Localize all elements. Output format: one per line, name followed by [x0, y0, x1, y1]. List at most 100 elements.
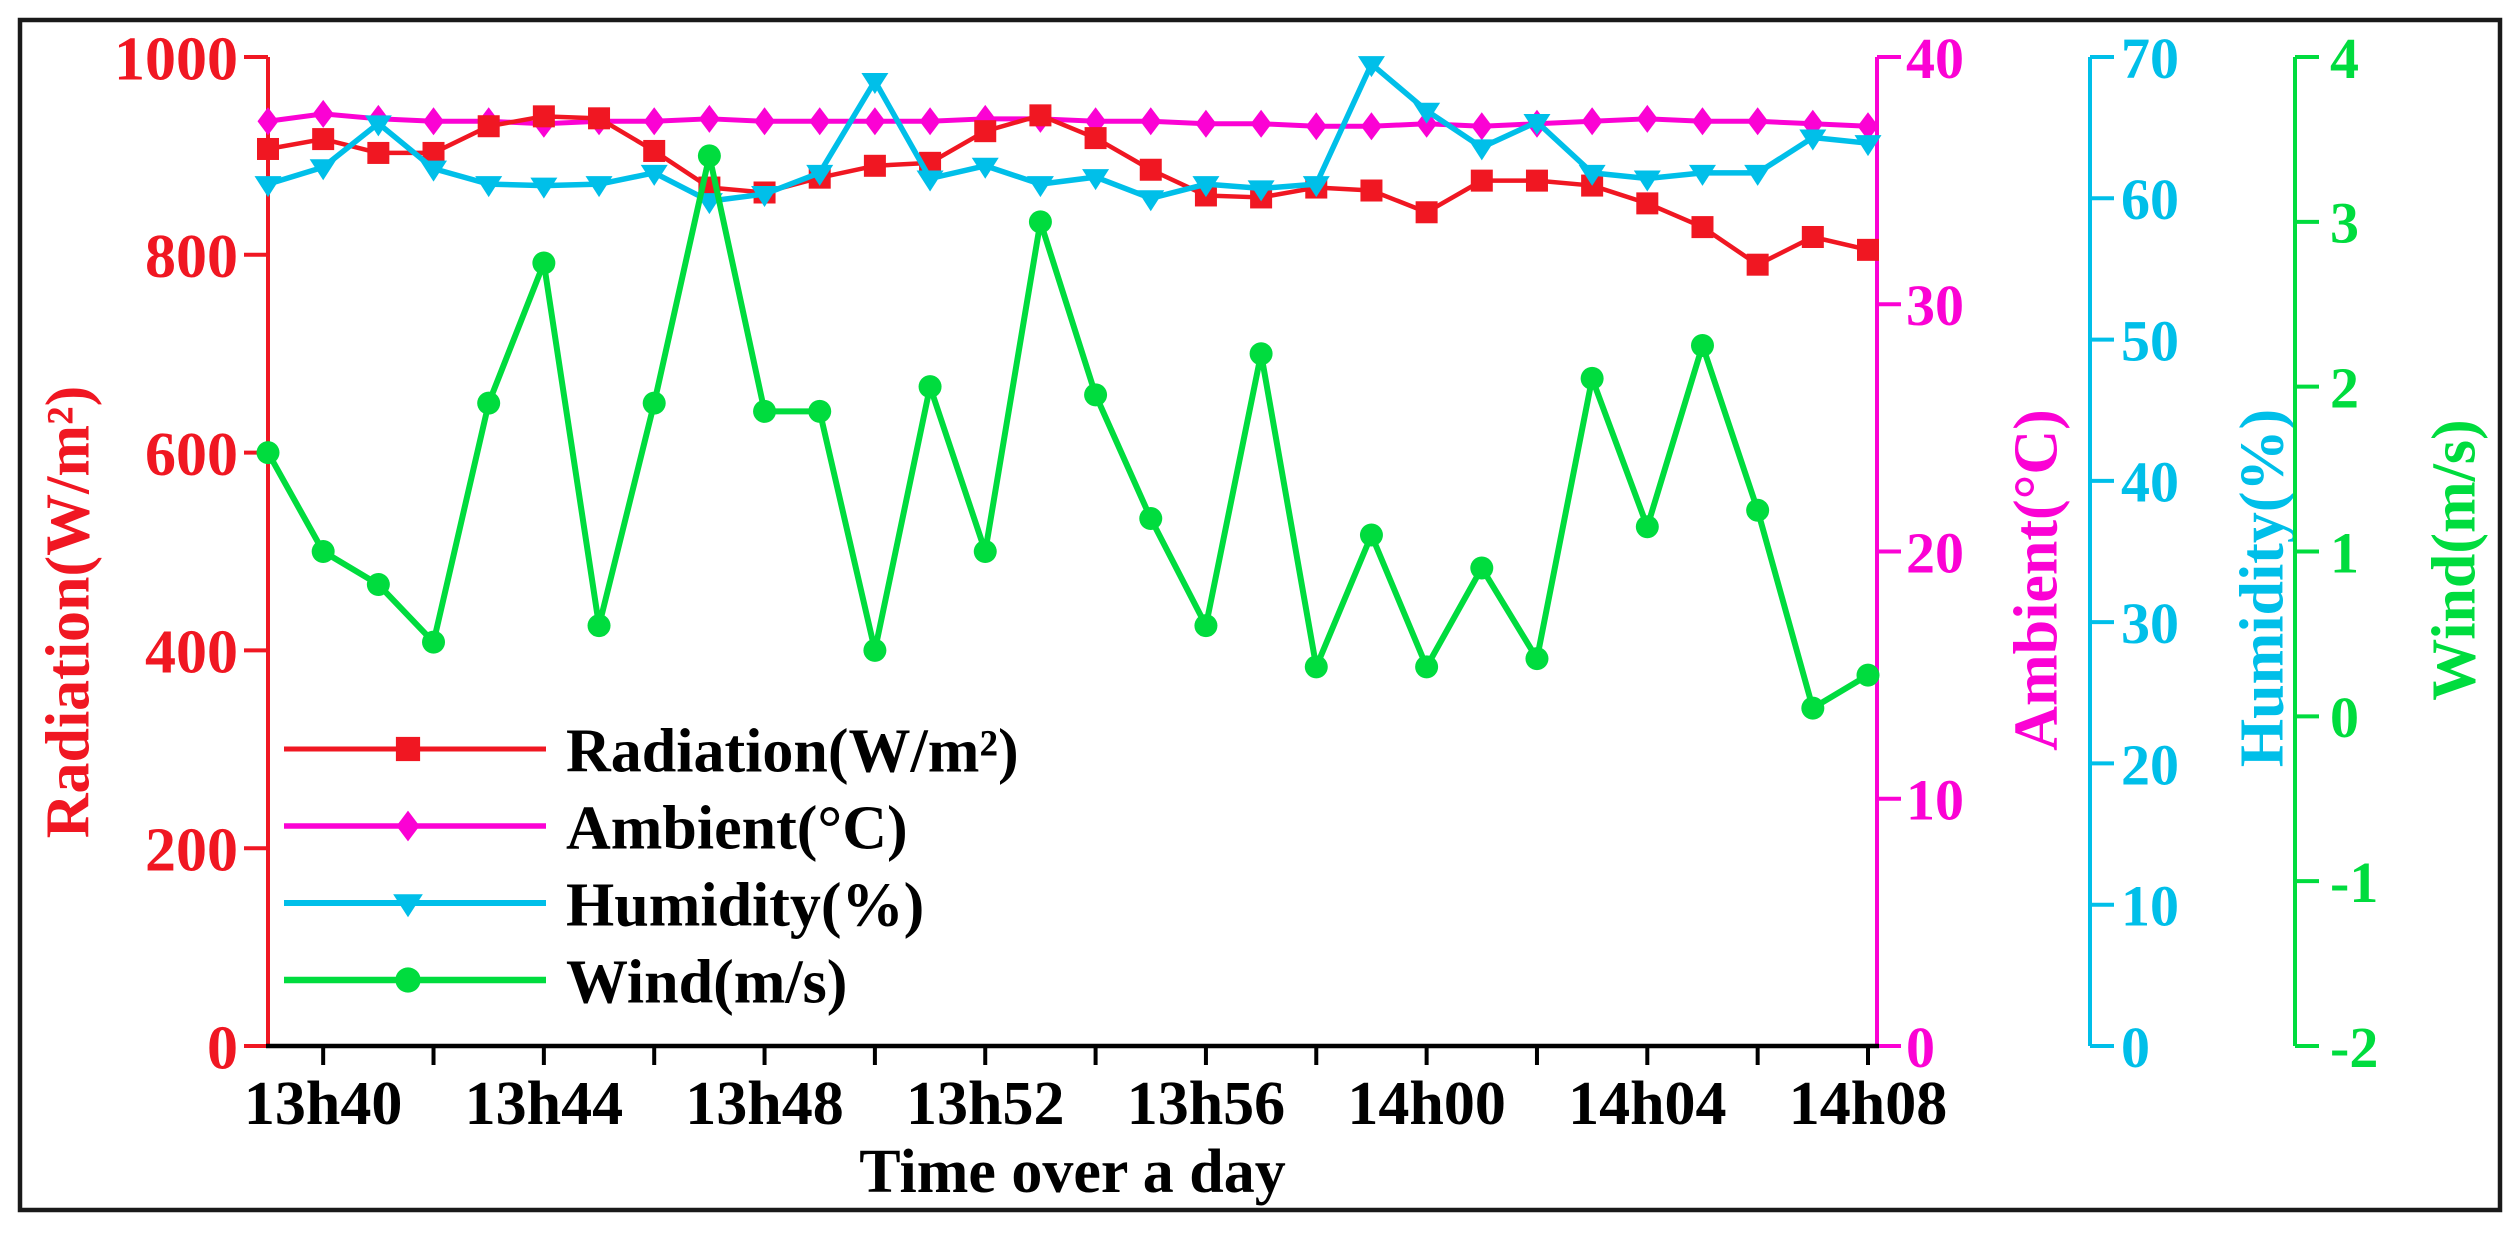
data-point-radiation — [1029, 104, 1052, 127]
data-point-humidity — [640, 164, 668, 186]
data-point-wind — [1690, 333, 1714, 357]
y-axis-wind: -2 -1 0 1 2 3 4 Wind(m/s) — [2293, 26, 2488, 1080]
y-axis-ambient: 0 10 20 30 40 Ambient(°C) — [1875, 26, 2070, 1080]
data-point-ambient — [1250, 109, 1272, 138]
data-point-radiation — [367, 141, 390, 164]
data-point-ambient — [423, 107, 445, 136]
y-tick-label-wind: 4 — [2330, 26, 2359, 91]
data-point-humidity — [530, 177, 558, 199]
data-point-radiation — [1691, 216, 1714, 239]
data-point-ambient — [698, 104, 720, 133]
y-tick-label-wind: 0 — [2330, 685, 2359, 750]
y-tick-label-humidity: 20 — [2121, 732, 2179, 797]
data-point-ambient — [1581, 107, 1603, 136]
y-axis-humidity: 0 10 20 30 40 50 60 70 Humidity(%) — [2088, 26, 2296, 1080]
data-point-ambient — [1636, 104, 1658, 133]
data-point-radiation — [1084, 127, 1107, 150]
y-tick-label-humidity: 60 — [2121, 167, 2179, 232]
figure-border — [17, 17, 2503, 1213]
data-point-ambient — [1471, 112, 1493, 141]
data-point-wind — [863, 638, 887, 662]
legend-label-radiation: Radiation(W/m²) — [566, 717, 1019, 785]
data-point-wind — [1249, 342, 1273, 366]
series-line-wind — [265, 152, 1871, 712]
legend-entry-ambient: Ambient(°C) — [284, 794, 908, 862]
y-axis-title-humidity: Humidity(%) — [2228, 409, 2296, 767]
data-point-radiation — [1139, 158, 1162, 181]
series-wind — [256, 144, 1880, 720]
x-axis: 13h40 13h44 13h48 13h52 13h56 14h00 14h04 14h08… — [244, 1043, 1947, 1206]
y-tick-label-radiation: 600 — [145, 421, 238, 489]
x-axis-title: Time over a day — [859, 1138, 1286, 1206]
data-point-radiation — [312, 128, 335, 151]
y-tick-label-radiation: 1000 — [114, 25, 238, 93]
y-tick-label-radiation: 400 — [145, 619, 238, 687]
data-point-ambient — [864, 107, 886, 136]
data-point-humidity — [1413, 102, 1441, 124]
y-axis-title-radiation: Radiation(W/m²) — [34, 386, 102, 839]
y-tick-label-wind: -2 — [2330, 1015, 2378, 1080]
data-point-wind — [1525, 647, 1549, 671]
x-tick-label: 13h56 — [1127, 1070, 1285, 1138]
data-point-ambient — [809, 107, 831, 136]
data-point-radiation — [1746, 253, 1769, 276]
data-point-humidity — [254, 176, 282, 198]
legend-marker-ambient — [396, 810, 420, 842]
data-point-radiation — [1415, 201, 1438, 224]
data-point-humidity — [1247, 180, 1275, 202]
data-point-wind — [1028, 210, 1052, 234]
data-point-radiation — [588, 107, 611, 130]
y-tick-label-humidity: 0 — [2121, 1015, 2150, 1080]
data-point-wind — [587, 614, 611, 638]
data-point-wind — [1470, 556, 1494, 580]
data-point-humidity — [806, 164, 834, 186]
data-point-ambient — [1195, 109, 1217, 138]
x-tick-label: 13h48 — [685, 1070, 843, 1138]
legend-entry-humidity: Humidity(%) — [284, 871, 924, 939]
legend-entry-wind: Wind(m/s) — [284, 948, 847, 1016]
y-tick-label-humidity: 30 — [2121, 591, 2179, 656]
data-point-humidity — [916, 170, 944, 192]
y-tick-label-ambient: 40 — [1906, 26, 1964, 91]
y-tick-label-ambient: 20 — [1906, 520, 1964, 585]
x-tick-label: 14h00 — [1347, 1070, 1505, 1138]
legend-label-ambient: Ambient(°C) — [566, 794, 908, 862]
data-point-humidity — [1799, 129, 1827, 151]
y-tick-label-ambient: 10 — [1906, 768, 1964, 833]
y-tick-label-humidity: 70 — [2121, 26, 2179, 91]
y-tick-label-wind: -1 — [2330, 850, 2378, 915]
series-humidity — [254, 56, 1882, 215]
data-point-ambient — [919, 107, 941, 136]
data-point-ambient — [1802, 109, 1824, 138]
data-point-wind — [256, 441, 280, 465]
data-point-humidity — [751, 186, 779, 208]
data-point-ambient — [1140, 107, 1162, 136]
data-point-humidity — [1468, 139, 1496, 161]
data-point-radiation — [1636, 192, 1659, 215]
data-point-humidity — [1523, 113, 1551, 135]
data-point-ambient — [1305, 112, 1327, 141]
data-point-ambient — [312, 99, 334, 128]
data-point-wind — [1635, 515, 1659, 539]
data-point-humidity — [1854, 135, 1882, 157]
data-point-radiation — [643, 139, 666, 162]
data-point-wind — [1359, 523, 1383, 547]
data-point-radiation — [1360, 179, 1383, 202]
x-tick-label: 14h04 — [1568, 1070, 1726, 1138]
x-tick-label: 13h52 — [906, 1070, 1064, 1138]
y-axis-radiation: 0 200 400 600 800 1000 Radiation(W/m²) — [34, 25, 270, 1082]
legend-entry-radiation: Radiation(W/m²) — [284, 717, 1019, 785]
y-tick-label-ambient: 30 — [1906, 273, 1964, 338]
y-tick-label-humidity: 40 — [2121, 450, 2179, 515]
y-axis-title-wind: Wind(m/s) — [2420, 419, 2488, 700]
data-point-humidity — [585, 176, 613, 198]
data-point-wind — [1801, 696, 1825, 720]
y-tick-label-wind: 1 — [2330, 520, 2359, 585]
data-point-humidity — [1357, 56, 1385, 78]
data-point-ambient — [1747, 107, 1769, 136]
data-point-humidity — [971, 157, 999, 179]
x-tick-label: 14h08 — [1789, 1070, 1947, 1138]
data-point-wind — [366, 572, 390, 596]
data-point-wind — [1746, 498, 1770, 522]
legend-label-wind: Wind(m/s) — [566, 948, 847, 1016]
